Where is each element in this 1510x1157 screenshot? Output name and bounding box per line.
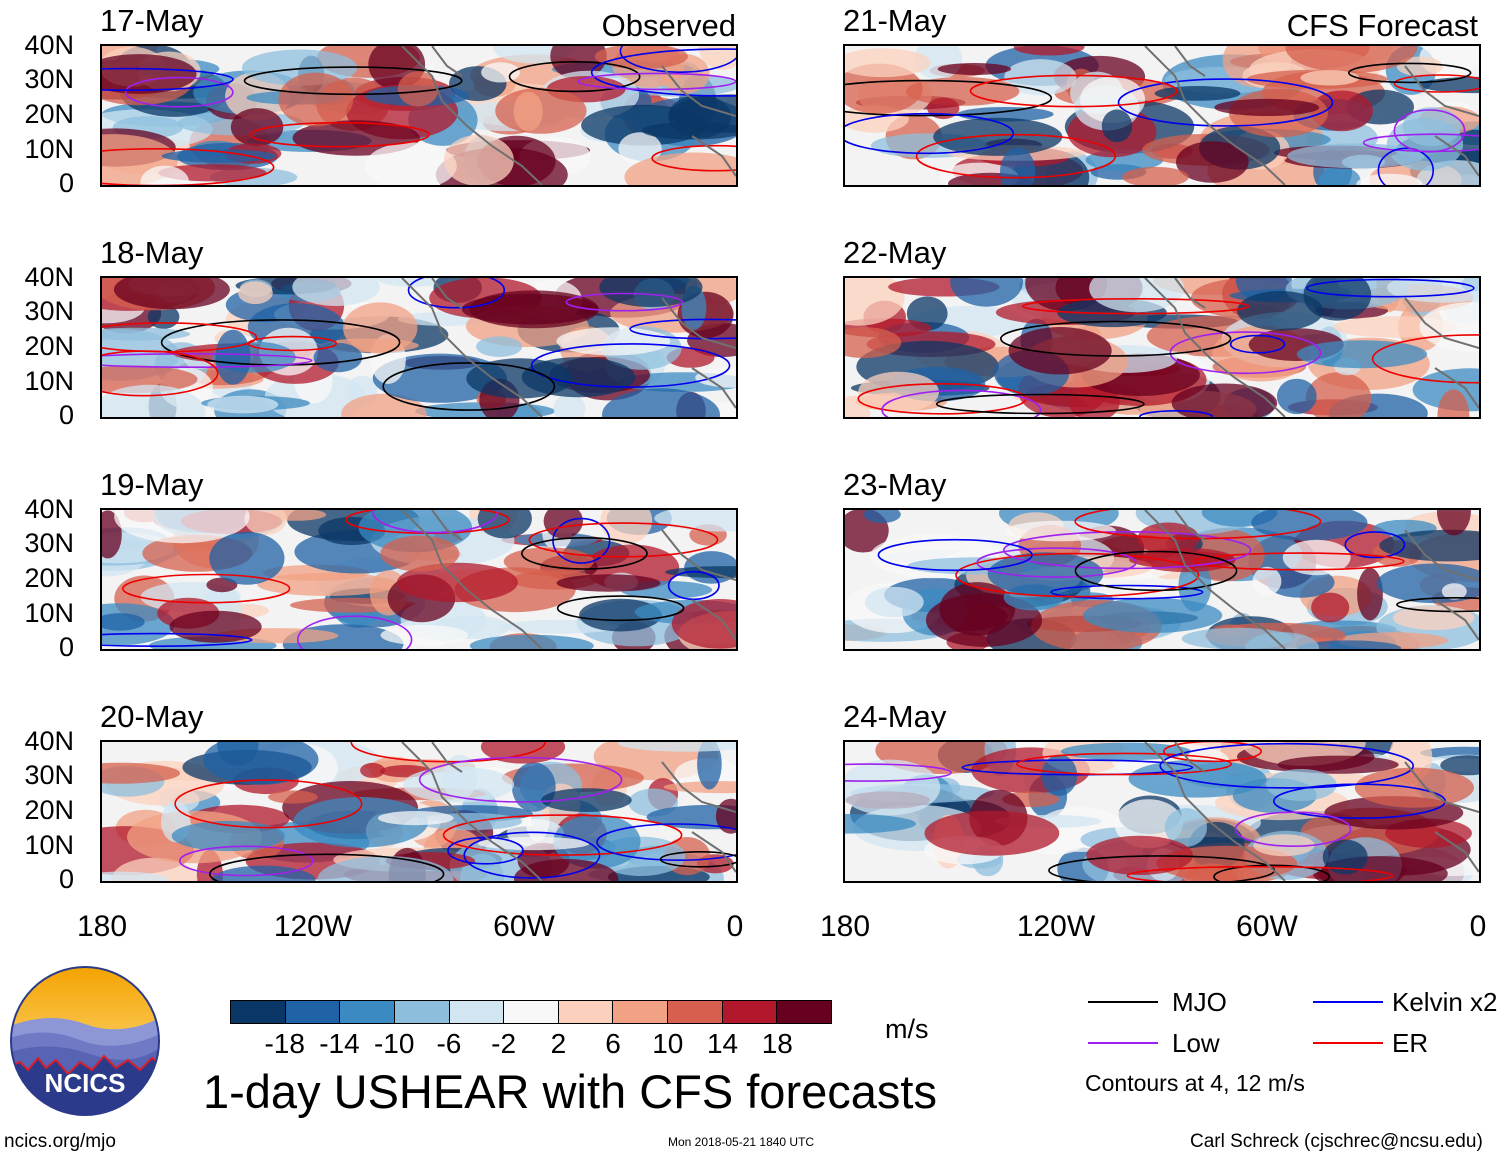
colorbar-tick-label: 14 [706,1028,739,1059]
shear-map-panel [843,740,1481,883]
longitude-label: 60W [1236,910,1298,943]
colorbar-swatch [449,1001,505,1023]
colorbar-swatch [504,1001,559,1023]
colorbar-swatch [613,1001,669,1023]
figure-title: 1-day USHEAR with CFS forecasts [203,1065,937,1118]
legend-swatch-low [1088,1042,1158,1044]
colorbar-tick-label: -6 [436,1028,462,1059]
footer-url[interactable]: ncics.org/mjo [4,1131,116,1152]
shear-map-panel [100,276,738,419]
shear-map-panel [100,44,738,187]
panel-date-label: 24-May [843,699,947,734]
ncics-logo: NCICS [10,966,160,1116]
latitude-label: 30N [24,760,74,790]
colorbar-tick-label: -10 [373,1028,415,1059]
panel-date-label: 17-May [100,3,204,38]
longitude-label: 60W [493,910,555,943]
latitude-label: 10N [24,598,74,628]
colorbar-swatch [558,1001,614,1023]
legend-label-mjo: MJO [1172,987,1227,1017]
latitude-label: 10N [24,134,74,164]
colorbar-tick-label: -14 [319,1028,360,1059]
colorbar-swatch [340,1001,395,1023]
colorbar-swatch [777,1001,832,1023]
colorbar-tick-label: -2 [491,1028,517,1059]
latitude-label: 0 [58,632,74,662]
longitude-label: 120W [273,910,353,943]
shear-map-panel [843,276,1481,419]
longitude-label: 180 [819,910,871,943]
latitude-label: 0 [58,864,74,894]
latitude-label: 30N [24,64,74,94]
latitude-label: 40N [24,726,74,756]
legend-note: Contours at 4, 12 m/s [1085,1070,1305,1096]
shear-map-panel [100,508,738,651]
panel-date-label: 20-May [100,699,204,734]
longitude-label: 180 [76,910,128,943]
colorbar-tick-label: 18 [761,1028,793,1059]
latitude-label: 20N [24,563,74,593]
forecast-header: CFS Forecast [1286,8,1478,43]
colorbar-unit: m/s [885,1014,929,1044]
panel-date-label: 23-May [843,467,947,502]
footer-timestamp: Mon 2018-05-21 1840 UTC [668,1135,815,1149]
legend-swatch-er [1313,1042,1383,1044]
legend-label-er: ER [1392,1028,1429,1058]
latitude-label: 10N [24,366,74,396]
latitude-label: 40N [24,262,74,292]
latitude-label: 0 [58,168,74,198]
colorbar-tick-label: -18 [264,1028,305,1059]
shear-map-panel [843,44,1481,187]
footer-credit: Carl Schreck (cjschrec@ncsu.edu) [1190,1131,1483,1152]
legend-label-low: Low [1172,1028,1220,1058]
latitude-label: 0 [58,400,74,430]
shear-map-panel [843,508,1481,651]
longitude-label: 0 [1469,910,1487,943]
colorbar-swatch [231,1001,286,1023]
logo-text: NCICS [45,1068,126,1098]
legend-swatch-kelvin [1313,1001,1383,1003]
colorbar-tick-label: 2 [550,1028,567,1059]
colorbar-swatch [668,1001,723,1023]
colorbar-tick-label: 10 [652,1028,684,1059]
latitude-label: 20N [24,331,74,361]
legend-swatch-mjo [1088,1001,1158,1003]
colorbar-swatch [394,1001,450,1023]
colorbar-tick-label: 6 [605,1028,621,1059]
latitude-label: 30N [24,528,74,558]
latitude-label: 40N [24,494,74,524]
longitude-label: 0 [726,910,744,943]
longitude-label: 120W [1016,910,1096,943]
panel-date-label: 19-May [100,467,204,502]
panel-date-label: 18-May [100,235,204,270]
latitude-label: 10N [24,830,74,860]
latitude-label: 20N [24,795,74,825]
colorbar-swatch [285,1001,341,1023]
latitude-label: 40N [24,30,74,60]
shear-map-panel [100,740,738,883]
latitude-label: 30N [24,296,74,326]
panel-date-label: 21-May [843,3,947,38]
latitude-label: 20N [24,99,74,129]
panel-date-label: 22-May [843,235,947,270]
colorbar-swatch [722,1001,778,1023]
colorbar [230,1000,832,1024]
observed-header: Observed [601,8,736,43]
legend-label-kelvin: Kelvin x2 [1392,987,1498,1017]
